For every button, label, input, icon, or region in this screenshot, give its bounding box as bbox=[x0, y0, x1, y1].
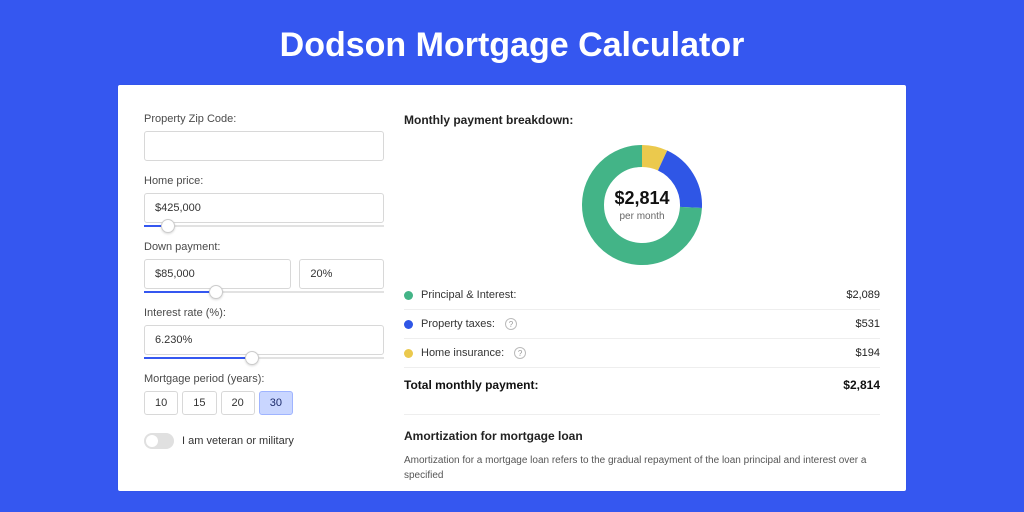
info-icon[interactable]: ? bbox=[514, 347, 526, 359]
legend-label: Property taxes: bbox=[421, 318, 495, 330]
down-payment-label: Down payment: bbox=[144, 241, 384, 253]
info-icon[interactable]: ? bbox=[505, 318, 517, 330]
total-label: Total monthly payment: bbox=[404, 378, 538, 392]
zip-input[interactable] bbox=[144, 131, 384, 161]
amortization-text: Amortization for a mortgage loan refers … bbox=[404, 453, 880, 483]
interest-slider[interactable] bbox=[144, 357, 384, 359]
slider-thumb[interactable] bbox=[161, 219, 175, 233]
donut-center: $2,814 per month bbox=[582, 145, 702, 265]
total-row: Total monthly payment: $2,814 bbox=[404, 367, 880, 396]
amortization-title: Amortization for mortgage loan bbox=[404, 429, 880, 443]
legend-value: $2,089 bbox=[846, 289, 880, 301]
zip-label: Property Zip Code: bbox=[144, 113, 384, 125]
legend-dot bbox=[404, 291, 413, 300]
down-payment-pct-input[interactable] bbox=[299, 259, 384, 289]
veteran-row: I am veteran or military bbox=[144, 433, 384, 449]
calculator-card: Property Zip Code: Home price: Down paym… bbox=[118, 85, 906, 491]
down-payment-field-group: Down payment: bbox=[144, 241, 384, 293]
legend-row: Principal & Interest: $2,089 bbox=[404, 281, 880, 310]
zip-field-group: Property Zip Code: bbox=[144, 113, 384, 161]
total-value: $2,814 bbox=[843, 378, 880, 392]
period-field-group: Mortgage period (years): 10152030 bbox=[144, 373, 384, 415]
legend-value: $194 bbox=[856, 347, 880, 359]
interest-input[interactable] bbox=[144, 325, 384, 355]
period-tab-20[interactable]: 20 bbox=[221, 391, 255, 415]
period-label: Mortgage period (years): bbox=[144, 373, 384, 385]
slider-thumb[interactable] bbox=[245, 351, 259, 365]
home-price-slider[interactable] bbox=[144, 225, 384, 227]
period-tab-30[interactable]: 30 bbox=[259, 391, 293, 415]
home-price-label: Home price: bbox=[144, 175, 384, 187]
breakdown-column: Monthly payment breakdown: $2,814 per mo… bbox=[404, 113, 880, 483]
page-title: Dodson Mortgage Calculator bbox=[0, 0, 1024, 85]
donut-chart: $2,814 per month bbox=[404, 137, 880, 281]
period-tab-10[interactable]: 10 bbox=[144, 391, 178, 415]
slider-thumb[interactable] bbox=[209, 285, 223, 299]
legend-label: Principal & Interest: bbox=[421, 289, 516, 301]
legend-label: Home insurance: bbox=[421, 347, 504, 359]
amortization-section: Amortization for mortgage loan Amortizat… bbox=[404, 414, 880, 483]
donut-sub: per month bbox=[619, 211, 664, 222]
interest-field-group: Interest rate (%): bbox=[144, 307, 384, 359]
donut-amount: $2,814 bbox=[614, 188, 669, 209]
home-price-input[interactable] bbox=[144, 193, 384, 223]
period-tab-15[interactable]: 15 bbox=[182, 391, 216, 415]
veteran-label: I am veteran or military bbox=[182, 435, 294, 447]
veteran-toggle[interactable] bbox=[144, 433, 174, 449]
legend-row: Property taxes:? $531 bbox=[404, 310, 880, 339]
legend: Principal & Interest: $2,089 Property taxe… bbox=[404, 281, 880, 367]
legend-value: $531 bbox=[856, 318, 880, 330]
form-column: Property Zip Code: Home price: Down paym… bbox=[144, 113, 384, 483]
legend-dot bbox=[404, 320, 413, 329]
home-price-field-group: Home price: bbox=[144, 175, 384, 227]
down-payment-slider[interactable] bbox=[144, 291, 384, 293]
legend-dot bbox=[404, 349, 413, 358]
interest-label: Interest rate (%): bbox=[144, 307, 384, 319]
legend-row: Home insurance:? $194 bbox=[404, 339, 880, 367]
breakdown-title: Monthly payment breakdown: bbox=[404, 113, 880, 127]
period-tabs: 10152030 bbox=[144, 391, 384, 415]
